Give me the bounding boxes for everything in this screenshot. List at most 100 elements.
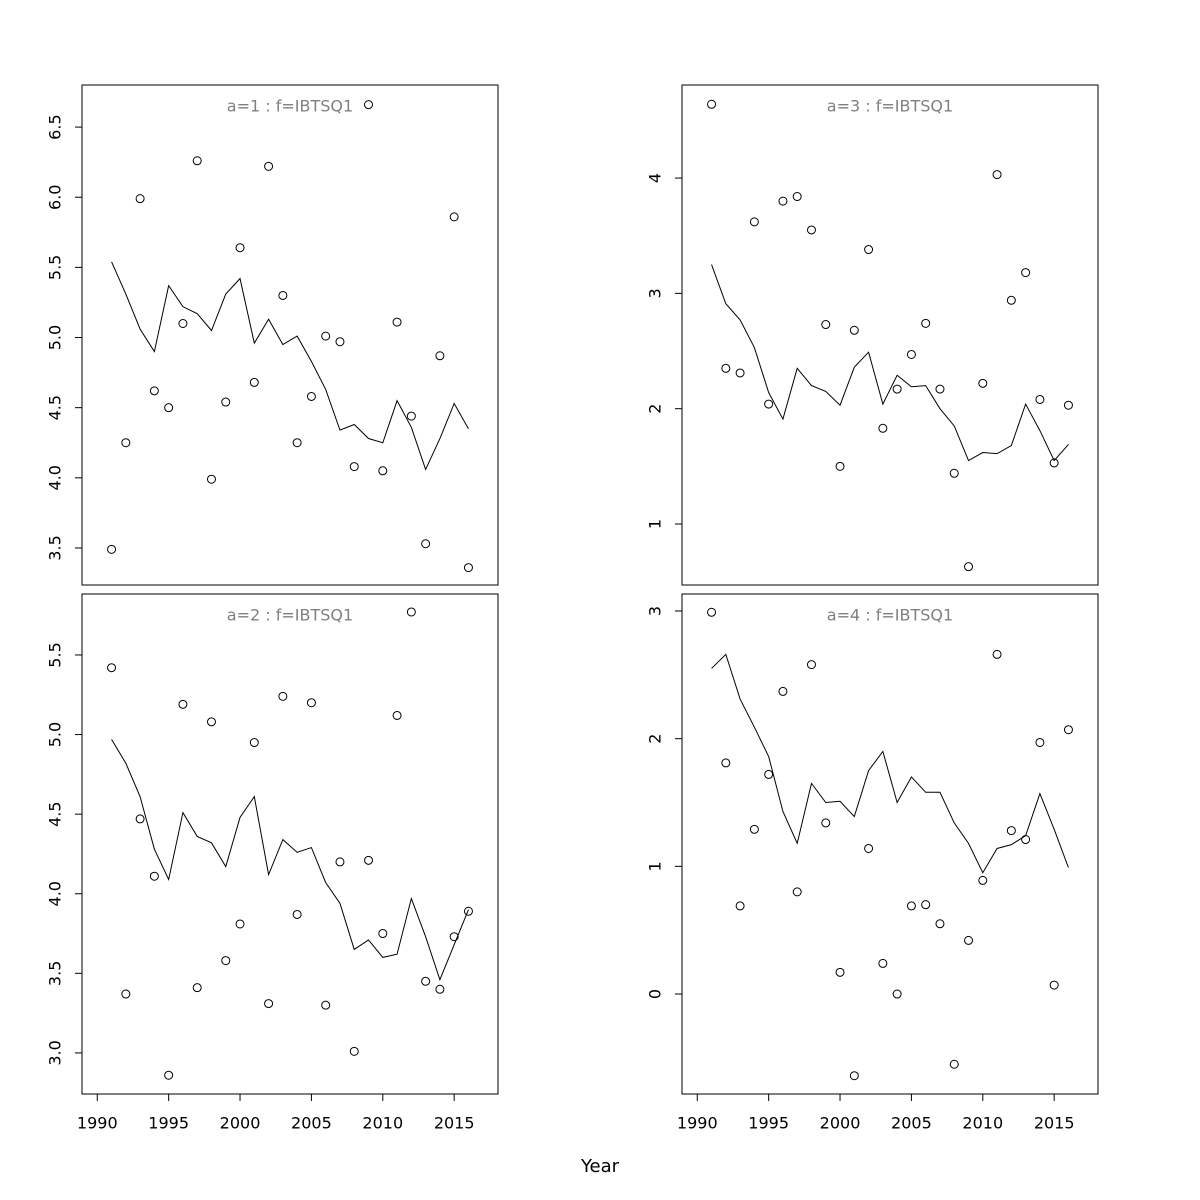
- point: [1063, 400, 1073, 410]
- point: [978, 378, 988, 388]
- point: [921, 318, 931, 328]
- x-tick-label: 1990: [77, 1114, 118, 1133]
- point: [292, 909, 302, 919]
- fit-line: [111, 739, 469, 982]
- point: [449, 212, 459, 222]
- x-tick-label: 2000: [220, 1114, 261, 1133]
- point: [906, 901, 916, 911]
- point: [892, 384, 902, 394]
- point: [1049, 980, 1059, 990]
- point: [906, 349, 916, 359]
- point: [306, 391, 316, 401]
- point: [707, 99, 717, 109]
- point: [463, 563, 473, 573]
- panel-title: a=2 : f=IBTSQ1: [227, 606, 353, 625]
- y-tick-label: 6.0: [46, 185, 65, 210]
- point: [992, 649, 1002, 659]
- point: [421, 539, 431, 549]
- point: [121, 989, 131, 999]
- y-tick-label: 6.5: [46, 114, 65, 139]
- point: [892, 989, 902, 999]
- point: [849, 325, 859, 335]
- point: [778, 686, 788, 696]
- point: [107, 663, 117, 673]
- point: [992, 170, 1002, 180]
- point: [792, 192, 802, 202]
- point: [149, 871, 159, 881]
- y-tick-label: 3: [646, 288, 665, 298]
- point: [206, 717, 216, 727]
- point: [392, 710, 402, 720]
- y-tick-label: 1: [646, 861, 665, 871]
- point: [335, 857, 345, 867]
- point: [1035, 737, 1045, 747]
- x-tick-label: 1995: [148, 1114, 189, 1133]
- y-tick-label: 0: [646, 989, 665, 999]
- point: [949, 468, 959, 478]
- fit-line: [711, 264, 1069, 462]
- point: [135, 194, 145, 204]
- point: [835, 967, 845, 977]
- point: [206, 474, 216, 484]
- point: [335, 337, 345, 347]
- y-tick-label: 3.5: [46, 535, 65, 560]
- point: [178, 318, 188, 328]
- x-tick-label: 2015: [434, 1114, 475, 1133]
- y-tick-label: 4.5: [46, 801, 65, 826]
- point: [349, 462, 359, 472]
- y-tick-label: 3.5: [46, 961, 65, 986]
- y-tick-label: 2: [646, 404, 665, 414]
- y-tick-label: 3: [646, 606, 665, 616]
- point: [707, 607, 717, 617]
- y-tick-label: 4: [646, 173, 665, 183]
- x-tick-label: 2005: [891, 1114, 932, 1133]
- y-tick-label: 5.0: [46, 722, 65, 747]
- y-tick-label: 1: [646, 519, 665, 529]
- point: [849, 1071, 859, 1081]
- point: [749, 217, 759, 227]
- point: [406, 607, 416, 617]
- panel-title: a=4 : f=IBTSQ1: [827, 606, 953, 625]
- point: [806, 660, 816, 670]
- point: [306, 698, 316, 708]
- y-tick-label: 3.0: [46, 1040, 65, 1065]
- point: [1035, 394, 1045, 404]
- point: [964, 935, 974, 945]
- point: [107, 544, 117, 554]
- point: [221, 956, 231, 966]
- point: [364, 855, 374, 865]
- point: [806, 225, 816, 235]
- panel-title: a=1 : f=IBTSQ1: [227, 97, 353, 116]
- panel-title: a=3 : f=IBTSQ1: [827, 97, 953, 116]
- point: [1006, 295, 1016, 305]
- point: [435, 984, 445, 994]
- point: [721, 363, 731, 373]
- point: [249, 738, 259, 748]
- point: [1063, 725, 1073, 735]
- y-tick-label: 5.5: [46, 642, 65, 667]
- x-tick-label: 1995: [748, 1114, 789, 1133]
- fit-line: [111, 261, 469, 471]
- point: [278, 290, 288, 300]
- point: [249, 377, 259, 387]
- point: [735, 368, 745, 378]
- point: [192, 983, 202, 993]
- point: [364, 100, 374, 110]
- point: [235, 243, 245, 253]
- point: [164, 403, 174, 413]
- y-tick-label: 2: [646, 734, 665, 744]
- y-tick-label: 4.5: [46, 395, 65, 420]
- point: [421, 976, 431, 986]
- y-tick-label: 5.5: [46, 255, 65, 280]
- point: [121, 438, 131, 448]
- plot-frame: [81, 84, 499, 586]
- point: [864, 245, 874, 255]
- point: [192, 156, 202, 166]
- point: [778, 196, 788, 206]
- point: [378, 466, 388, 476]
- point: [935, 919, 945, 929]
- point: [764, 769, 774, 779]
- point: [1006, 826, 1016, 836]
- plot-frame: [681, 84, 1099, 586]
